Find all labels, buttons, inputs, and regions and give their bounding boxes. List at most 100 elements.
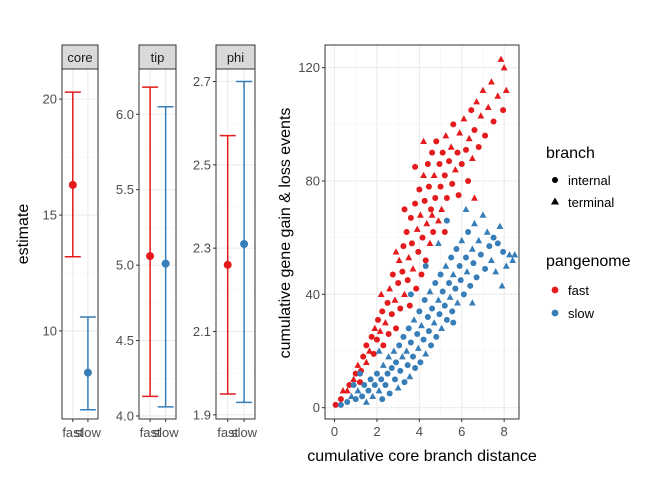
scatter-point-fast-terminal <box>500 64 508 71</box>
scatter-x-axis-title: cumulative core branch distance <box>307 448 537 465</box>
scatter-point-fast-terminal <box>366 347 373 354</box>
scatter-point-fast-internal <box>356 379 363 386</box>
scatter-point-slow-internal <box>422 263 429 269</box>
scatter-point-fast-terminal <box>484 103 492 111</box>
scatter-point-fast-internal <box>441 229 448 235</box>
scatter-point-slow-terminal <box>418 321 425 329</box>
scatter-point-fast-internal <box>500 107 507 114</box>
scatter-point-slow-terminal <box>398 353 406 360</box>
scatter-point-fast-internal <box>408 240 415 247</box>
scatter-point-fast-internal <box>363 342 370 349</box>
scatter-point-slow-internal <box>416 308 423 315</box>
legend-slow-key <box>551 309 559 317</box>
scatter-point-slow-terminal <box>492 268 500 275</box>
facet-y-axis-title: estimate <box>15 204 32 265</box>
scatter-point-slow-terminal <box>506 251 513 258</box>
scatter-point-fast-internal <box>436 161 443 167</box>
scatter-point-fast-internal <box>403 229 410 235</box>
facet-y-tick-label: 5.0 <box>116 258 134 273</box>
scatter-point-slow-terminal <box>468 245 476 252</box>
facet-strip <box>215 44 256 70</box>
scatter-point-fast-internal <box>406 302 413 309</box>
scatter-point-slow-terminal <box>446 293 454 300</box>
scatter-point-fast-internal <box>352 370 359 377</box>
scatter-point-fast-terminal <box>479 86 487 94</box>
scatter-point-fast-terminal <box>430 171 438 179</box>
scatter-point-fast-internal <box>468 107 475 114</box>
scatter-point-slow-internal <box>433 333 440 340</box>
scatter-point-slow-internal <box>412 365 419 371</box>
scatter-point-slow-internal <box>425 328 432 335</box>
scatter-point-fast-terminal <box>413 225 421 232</box>
scatter-point-fast-terminal <box>426 239 434 247</box>
scatter-point-slow-terminal <box>403 347 411 354</box>
estimate-point-slow <box>83 368 92 377</box>
scatter-point-fast-internal <box>404 277 411 284</box>
scatter-point-fast-terminal <box>420 137 428 145</box>
scatter-point-slow-terminal <box>449 270 457 278</box>
scatter-point-slow-internal <box>405 325 412 332</box>
scatter-point-slow-terminal <box>435 296 442 303</box>
scatter-point-slow-internal <box>344 399 351 405</box>
scatter-point-fast-internal <box>475 144 482 150</box>
scatter-point-slow-terminal <box>438 324 446 332</box>
scatter-point-slow-internal <box>490 234 497 241</box>
scatter-point-fast-terminal <box>438 205 446 213</box>
scatter-point-slow-terminal <box>475 236 483 244</box>
scatter-point-slow-internal <box>337 401 344 408</box>
scatter-point-fast-terminal <box>465 134 473 142</box>
scatter-point-fast-terminal <box>395 256 403 264</box>
scatter-point-slow-terminal <box>479 211 487 218</box>
facet-x-tick-label: fast <box>62 425 83 440</box>
legend: branch internal terminal pangenome fast … <box>546 145 631 321</box>
scatter-point-fast-internal <box>433 138 440 145</box>
scatter-point-fast-internal <box>471 127 478 133</box>
scatter-point-fast-internal <box>397 305 404 312</box>
scatter-point-fast-internal <box>412 163 419 170</box>
scatter-point-fast-internal <box>425 183 432 190</box>
facet-y-tick-label: 4.5 <box>116 333 134 348</box>
estimate-point-slow <box>240 240 249 248</box>
legend-terminal-label: terminal <box>568 195 614 210</box>
scatter-point-fast-internal <box>450 121 457 128</box>
scatter-point-fast-internal <box>449 180 456 187</box>
scatter-point-fast-internal <box>416 186 423 193</box>
legend-internal-key <box>552 177 558 183</box>
legend-pangenome-title: pangenome <box>546 253 631 270</box>
scatter-point-fast-internal <box>458 161 465 167</box>
scatter-point-slow-internal <box>359 393 366 400</box>
scatter-point-fast-internal <box>446 158 453 165</box>
facet-y-tick-label: 4.0 <box>116 408 134 423</box>
estimate-point-fast <box>146 252 155 261</box>
facet-plot-area <box>139 69 176 419</box>
scatter-point-slow-terminal <box>394 384 402 391</box>
scatter-point-fast-internal <box>400 243 407 250</box>
scatter-point-fast-terminal <box>382 319 389 326</box>
scatter-x-tick-label: 6 <box>458 424 465 439</box>
scatter-point-slow-terminal <box>348 392 355 400</box>
scatter-point-fast-internal <box>465 178 472 184</box>
scatter-point-slow-internal <box>446 280 453 286</box>
scatter-point-slow-internal <box>407 339 414 346</box>
scatter-y-tick-label: 40 <box>306 287 320 302</box>
scatter-point-fast-internal <box>395 280 402 286</box>
facet-x-tick-label: slow <box>75 425 102 440</box>
scatter-point-fast-internal <box>346 382 353 388</box>
scatter-point-fast-terminal <box>343 387 351 394</box>
scatter-point-fast-terminal <box>442 132 450 139</box>
facet-y-tick-label: 2.5 <box>193 157 211 172</box>
scatter-point-slow-internal <box>443 217 450 224</box>
scatter-point-fast-internal <box>407 214 414 221</box>
scatter-point-fast-internal <box>441 172 448 179</box>
scatter-x-tick-label: 4 <box>416 424 423 439</box>
scatter-point-fast-internal <box>421 197 428 204</box>
scatter-point-slow-terminal <box>385 353 393 360</box>
scatter-point-fast-internal <box>419 234 426 241</box>
scatter-point-slow-internal <box>391 376 398 383</box>
scatter-point-fast-internal <box>337 396 344 403</box>
scatter-point-slow-internal <box>379 396 386 403</box>
legend-slow-label: slow <box>568 306 595 321</box>
facet-strip-label: core <box>67 50 92 65</box>
